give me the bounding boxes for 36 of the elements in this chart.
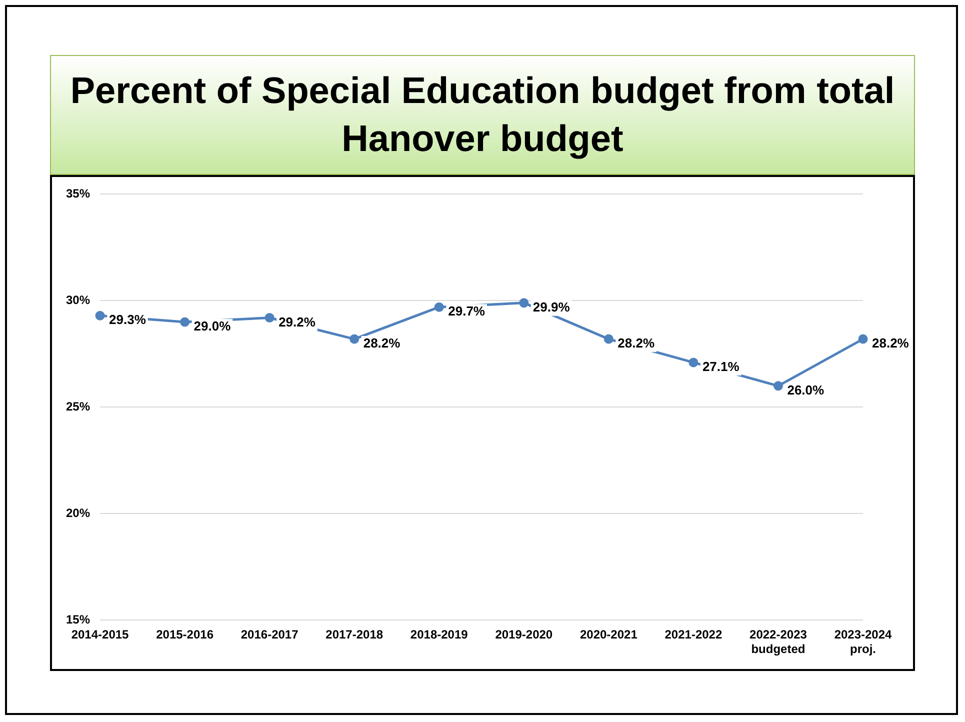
y-tick-label: 35% xyxy=(66,186,90,201)
point xyxy=(95,310,105,320)
data-label: 29.0% xyxy=(194,318,232,334)
point xyxy=(264,312,274,322)
x-tick-label: 2014-2015 xyxy=(71,628,130,642)
data-label: 28.2% xyxy=(618,336,655,351)
x-tick-label: 2016-2017 xyxy=(240,628,299,642)
data-label: 27.1% xyxy=(702,359,740,374)
data-label: 29.9% xyxy=(532,299,570,314)
data-label: 29.2% xyxy=(278,314,316,330)
x-tick-label: 2018-2019 xyxy=(410,628,468,642)
x-tick-label: 2015-2016 xyxy=(156,628,214,642)
point xyxy=(180,317,190,327)
x-tick-label: 2019-2020 xyxy=(495,628,553,642)
x-tick-label: 2023-2024 proj. xyxy=(834,628,892,656)
y-tick-label: 25% xyxy=(66,400,90,414)
y-tick-label: 30% xyxy=(66,293,90,308)
x-tick-label: 2022-2023 budgeted xyxy=(750,628,808,656)
x-tick-label: 2020-2021 xyxy=(580,628,638,642)
point xyxy=(773,381,783,391)
x-tick-label: 2021-2022 xyxy=(664,628,722,642)
y-tick-label: 20% xyxy=(66,506,90,520)
data-label: 28.2% xyxy=(363,336,401,351)
data-label: 29.7% xyxy=(448,304,486,319)
point xyxy=(350,334,360,344)
x-tick-label: 2017-2018 xyxy=(326,628,384,642)
point xyxy=(604,334,614,344)
point xyxy=(858,334,868,344)
data-label: 26.0% xyxy=(787,382,825,398)
point xyxy=(688,358,698,368)
point xyxy=(519,298,529,308)
data-label: 28.2% xyxy=(872,336,910,351)
data-label: 29.3% xyxy=(109,312,146,328)
point xyxy=(434,302,444,312)
chart-title: Percent of Special Education budget from total Hanover budget xyxy=(50,55,915,175)
y-tick-label: 15% xyxy=(66,612,90,627)
